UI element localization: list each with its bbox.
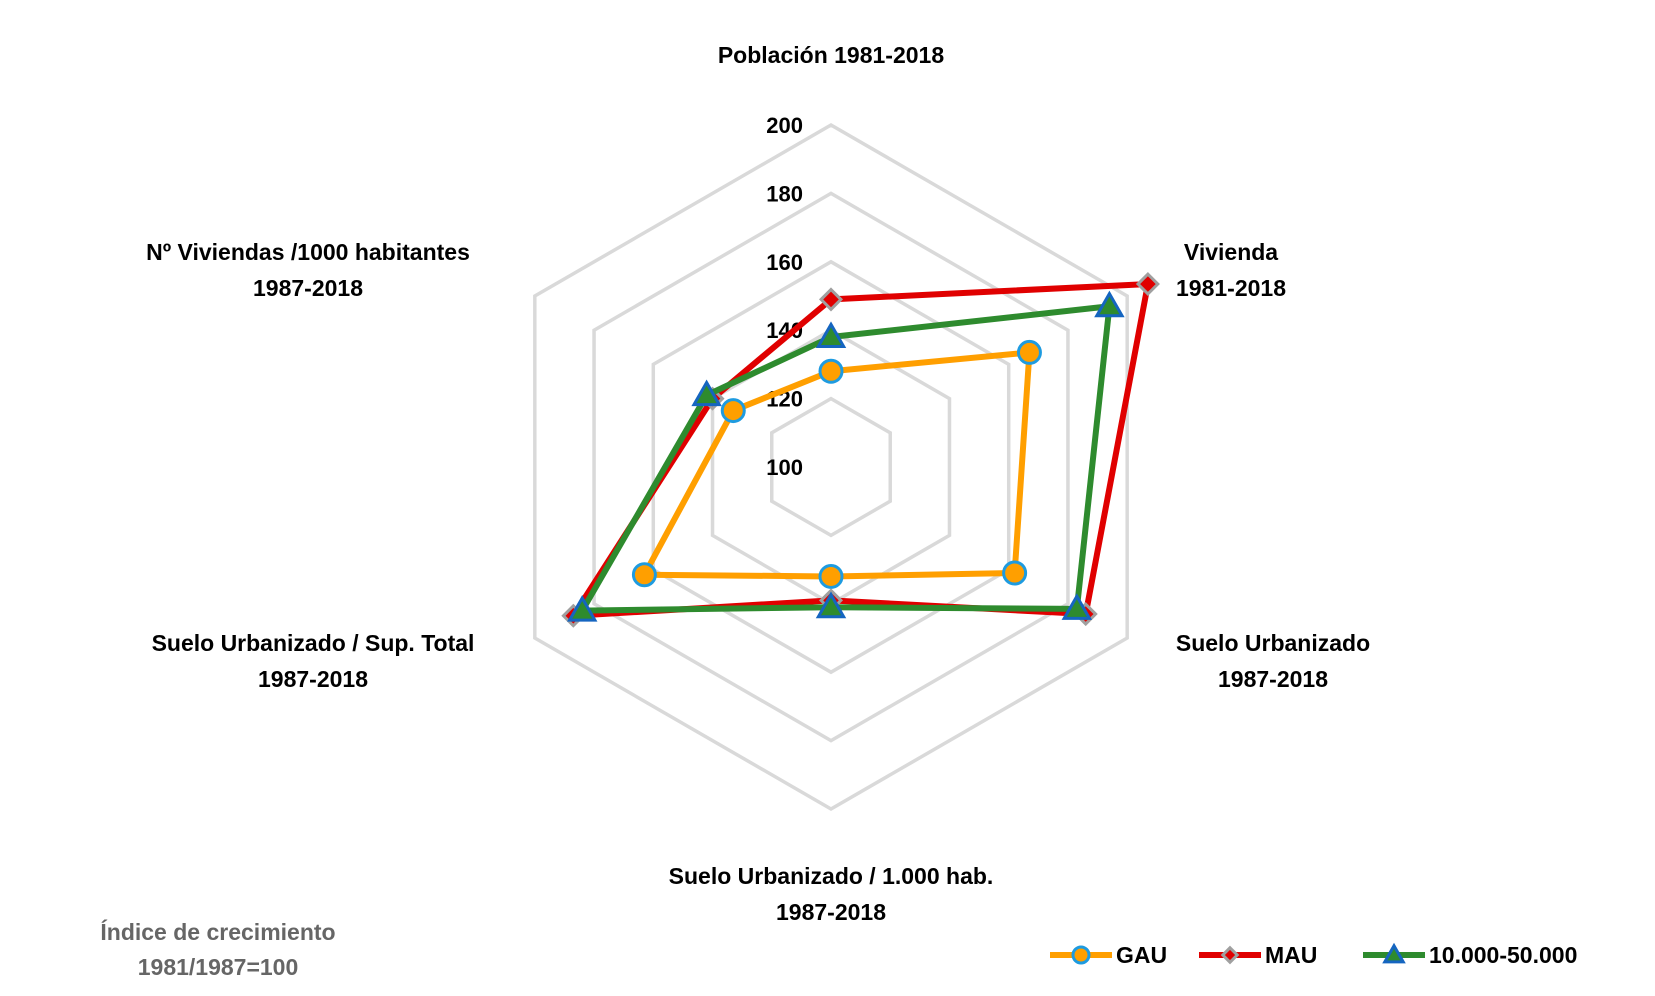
axis-label: Suelo Urbanizado / Sup. Total [152, 630, 475, 656]
axis-label: Población 1981-2018 [718, 42, 944, 68]
axis-label: Vivienda [1184, 239, 1278, 265]
data-point [1094, 290, 1125, 318]
tick-label: 200 [766, 113, 803, 138]
grid-ring-160 [651, 259, 1011, 675]
data-point [815, 321, 847, 349]
data-point [631, 562, 657, 588]
data-point [818, 287, 844, 312]
axis-label: Suelo Urbanizado / 1.000 hab. [669, 863, 994, 889]
series-line [641, 349, 1033, 580]
data-point [1016, 339, 1042, 365]
data-point [1382, 942, 1406, 964]
axis-label: 1981-2018 [1176, 275, 1286, 301]
data-point [566, 594, 598, 622]
axis-label: 1987-2018 [253, 275, 363, 301]
annotation-line-2: 1981/1987=100 [138, 954, 299, 980]
legend-item: GAU [1050, 942, 1167, 968]
axis-label: Nº Viviendas /1000 habitantes [146, 239, 470, 265]
legend-label: 10.000-50.000 [1429, 942, 1577, 968]
legend-label: MAU [1265, 942, 1317, 968]
data-point [1071, 945, 1091, 965]
annotation-line-1: Índice de crecimiento [100, 918, 335, 945]
tick-label: 180 [766, 181, 803, 206]
legend: GAU MAU 10.000-50.000 [1050, 942, 1577, 968]
data-point [691, 379, 722, 407]
radar-grid [533, 122, 1129, 812]
series-GAU [631, 339, 1042, 589]
data-point [818, 563, 844, 589]
legend-label: GAU [1116, 942, 1167, 968]
axis-label: 1987-2018 [776, 899, 886, 925]
data-point [1220, 945, 1240, 965]
grid-ring-200 [533, 122, 1129, 812]
series-10.000-50.000 [566, 290, 1125, 622]
legend-item: MAU [1199, 942, 1317, 968]
axis-label: Suelo Urbanizado [1176, 630, 1370, 656]
data-point [720, 398, 746, 424]
data-point [1002, 560, 1028, 586]
data-point [815, 591, 847, 619]
axis-label: 1987-2018 [258, 666, 368, 692]
data-point [818, 358, 844, 384]
grid-ring-120 [770, 396, 892, 538]
axis-labels: Población 1981-2018 Vivienda 1981-2018 Suel… [146, 42, 1370, 925]
legend-item: 10.000-50.000 [1363, 942, 1577, 968]
grid-ring-180 [592, 191, 1070, 743]
axis-label: 1987-2018 [1218, 666, 1328, 692]
data-point [1061, 593, 1093, 620]
tick-label: 160 [766, 250, 803, 275]
data-point [1135, 272, 1160, 297]
tick-label: 100 [766, 455, 803, 480]
series-layer [561, 272, 1160, 628]
